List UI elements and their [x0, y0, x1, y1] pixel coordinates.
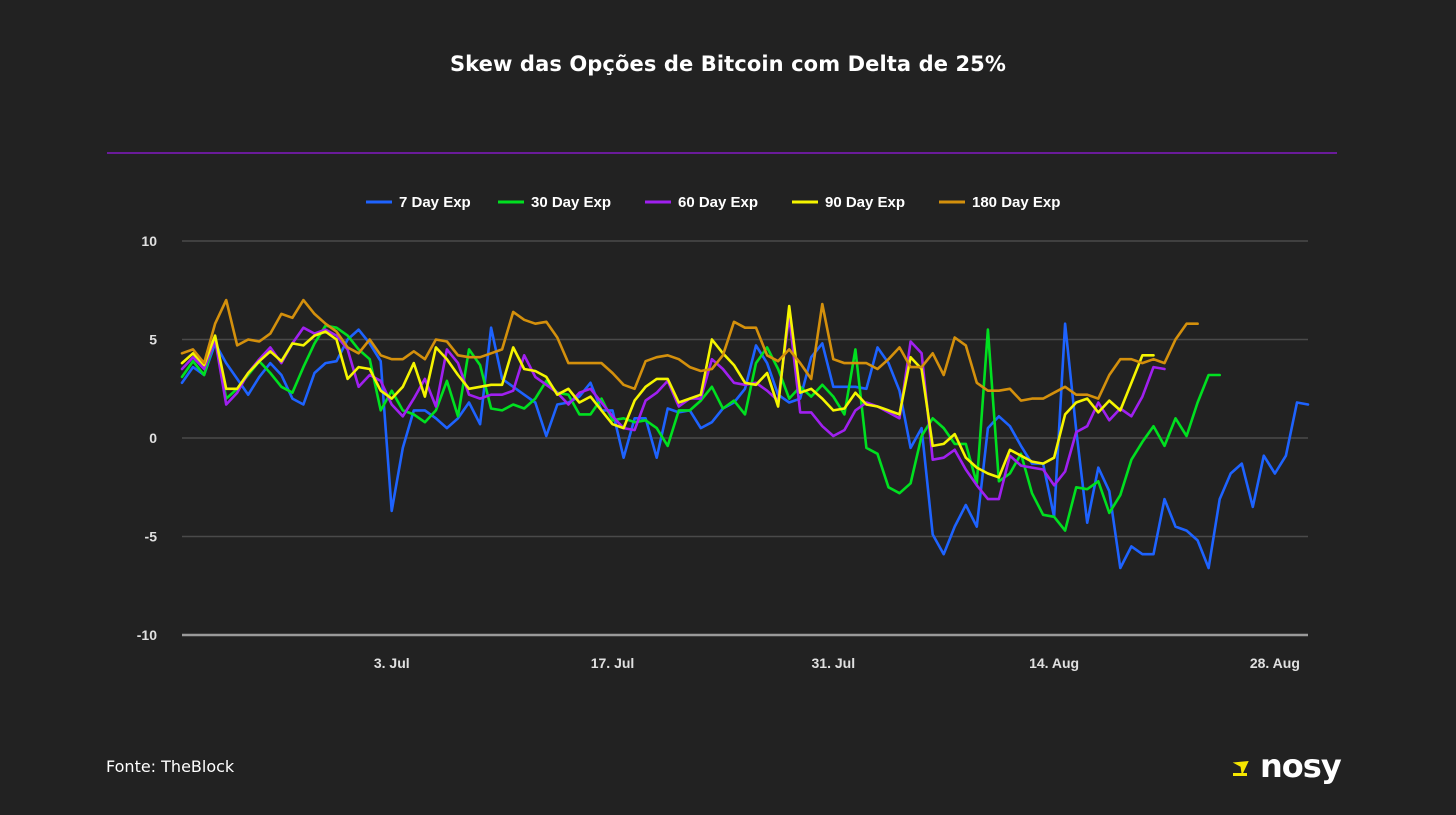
- legend-item[interactable]: 90 Day Exp: [792, 194, 905, 211]
- brand-name: nosy: [1260, 747, 1342, 785]
- x-tick-label: 17. Jul: [591, 655, 635, 671]
- y-tick-label: 10: [141, 233, 157, 249]
- x-tick-label: 14. Aug: [1029, 655, 1079, 671]
- source-caption: Fonte: TheBlock: [106, 757, 235, 776]
- legend-item[interactable]: 60 Day Exp: [645, 194, 758, 211]
- brand-logo: nosy: [1230, 747, 1342, 785]
- brand-arrow-icon: [1232, 760, 1249, 776]
- legend-label: 90 Day Exp: [825, 194, 905, 211]
- legend-item[interactable]: 30 Day Exp: [498, 194, 611, 211]
- divider-line: [107, 152, 1337, 154]
- y-tick-label: -10: [137, 627, 157, 643]
- series-line-60-day-exp: [180, 314, 1166, 501]
- series-line-30-day-exp: [180, 324, 1221, 532]
- legend-item[interactable]: 7 Day Exp: [366, 194, 471, 211]
- legend-label: 7 Day Exp: [399, 194, 471, 211]
- series-line-7-day-exp: [180, 322, 1310, 570]
- series-line-180-day-exp: [180, 298, 1199, 402]
- x-tick-label: 31. Jul: [812, 655, 856, 671]
- y-tick-label: 5: [149, 332, 157, 348]
- x-tick-label: 28. Aug: [1250, 655, 1300, 671]
- page-title: Skew das Opções de Bitcoin com Delta de …: [449, 52, 1007, 76]
- legend-item[interactable]: 180 Day Exp: [939, 194, 1060, 211]
- legend-label: 180 Day Exp: [972, 194, 1060, 211]
- legend-label: 60 Day Exp: [678, 194, 758, 211]
- y-tick-label: -5: [145, 529, 158, 545]
- x-tick-label: 3. Jul: [374, 655, 410, 671]
- legend-label: 30 Day Exp: [531, 194, 611, 211]
- series-line-90-day-exp: [180, 304, 1155, 479]
- y-tick-label: 0: [149, 430, 157, 446]
